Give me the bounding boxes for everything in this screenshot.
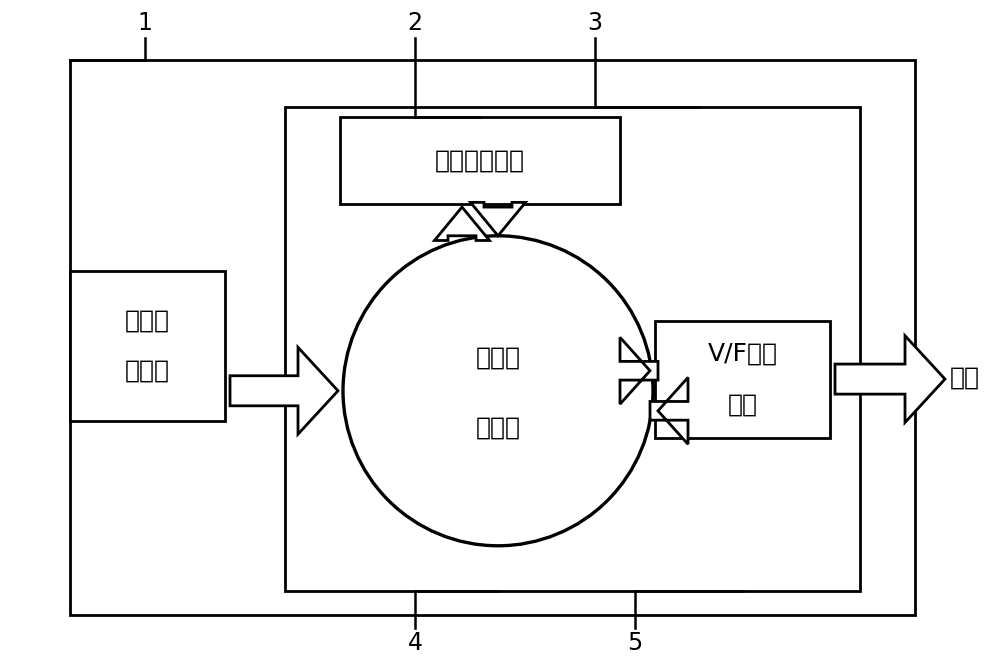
Text: 输出: 输出 xyxy=(950,365,980,389)
Text: 2: 2 xyxy=(408,11,422,35)
Text: 4: 4 xyxy=(408,631,422,655)
Text: 控制电路模块: 控制电路模块 xyxy=(435,148,525,172)
Text: 1: 1 xyxy=(138,11,152,35)
Text: 头模块: 头模块 xyxy=(476,415,520,440)
Bar xyxy=(285,107,860,591)
Polygon shape xyxy=(650,377,688,444)
Text: 3: 3 xyxy=(588,11,602,35)
Polygon shape xyxy=(230,347,338,434)
Bar xyxy=(340,117,620,204)
Text: 温控电: 温控电 xyxy=(125,309,170,332)
Polygon shape xyxy=(434,207,490,240)
Text: 模块: 模块 xyxy=(728,393,758,416)
Text: V/F变换: V/F变换 xyxy=(708,342,778,365)
Polygon shape xyxy=(471,202,526,236)
Polygon shape xyxy=(620,337,658,404)
Bar xyxy=(70,271,225,421)
Bar xyxy=(70,60,915,615)
Bar xyxy=(655,321,830,438)
Ellipse shape xyxy=(343,236,653,546)
Text: 陀螺表: 陀螺表 xyxy=(476,345,520,369)
Text: 5: 5 xyxy=(627,631,643,655)
Text: 路模块: 路模块 xyxy=(125,359,170,383)
Polygon shape xyxy=(835,335,945,422)
